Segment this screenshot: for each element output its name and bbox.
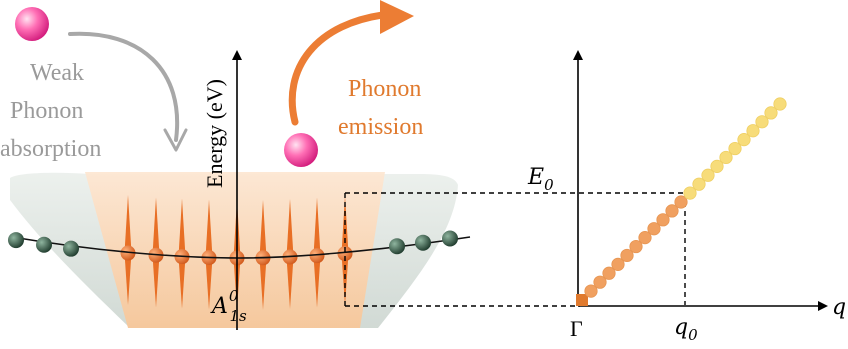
dispersion-point [674, 195, 688, 209]
dispersion-point [593, 275, 607, 289]
ground-state-label: A0 1s [210, 287, 247, 325]
dispersion-point [647, 222, 661, 236]
dispersion-point [746, 124, 760, 138]
exciton-chain-curve [11, 236, 471, 259]
x-axis-label: q [832, 295, 846, 320]
dispersion-point [656, 213, 670, 227]
gamma-tick-label: Γ [570, 316, 583, 341]
dispersion-point [719, 150, 733, 165]
dispersion-point [611, 257, 625, 271]
chain-dot [415, 234, 431, 251]
dispersion-point [755, 115, 769, 129]
dispersion-point [629, 239, 643, 254]
dispersion-point [773, 97, 787, 111]
weak-absorption-label: Weak Phonon absorption [0, 60, 101, 162]
dispersion-point [602, 266, 616, 280]
dispersion-points [576, 97, 787, 306]
dispersion-point [665, 204, 679, 218]
dispersion-point [737, 133, 751, 147]
dispersion-point [576, 294, 588, 306]
dispersion-point [710, 159, 724, 173]
phonon-node [337, 246, 353, 262]
energy-axis-label: Energy (eV) [202, 79, 227, 188]
absorption-arrow [68, 31, 180, 142]
q0-tick-label: q0 [674, 315, 698, 344]
exciton-ball-absorption [15, 7, 49, 41]
dispersion-point [638, 231, 652, 245]
dispersion-point [764, 106, 778, 120]
exciton-chain-dots [8, 230, 458, 257]
dispersion-point [584, 284, 598, 298]
chain-dot [442, 230, 458, 247]
dispersion-point [620, 248, 634, 263]
phonon-emission-label: Phonon emission [338, 76, 427, 140]
absorption-arrowhead [163, 128, 188, 152]
dispersion-point [692, 177, 706, 191]
chain-dot [63, 240, 79, 257]
chain-dot [8, 232, 24, 249]
exciton-ball-emission [284, 133, 318, 167]
dispersion-point [683, 186, 697, 200]
dispersion-point [701, 168, 715, 182]
chain-dot [36, 236, 52, 253]
dispersion-point [728, 141, 742, 156]
emission-arrowhead [380, 0, 414, 34]
chain-dot [389, 238, 405, 255]
emission-arrow [288, 10, 394, 126]
e0-tick-label: E0 [527, 165, 554, 194]
